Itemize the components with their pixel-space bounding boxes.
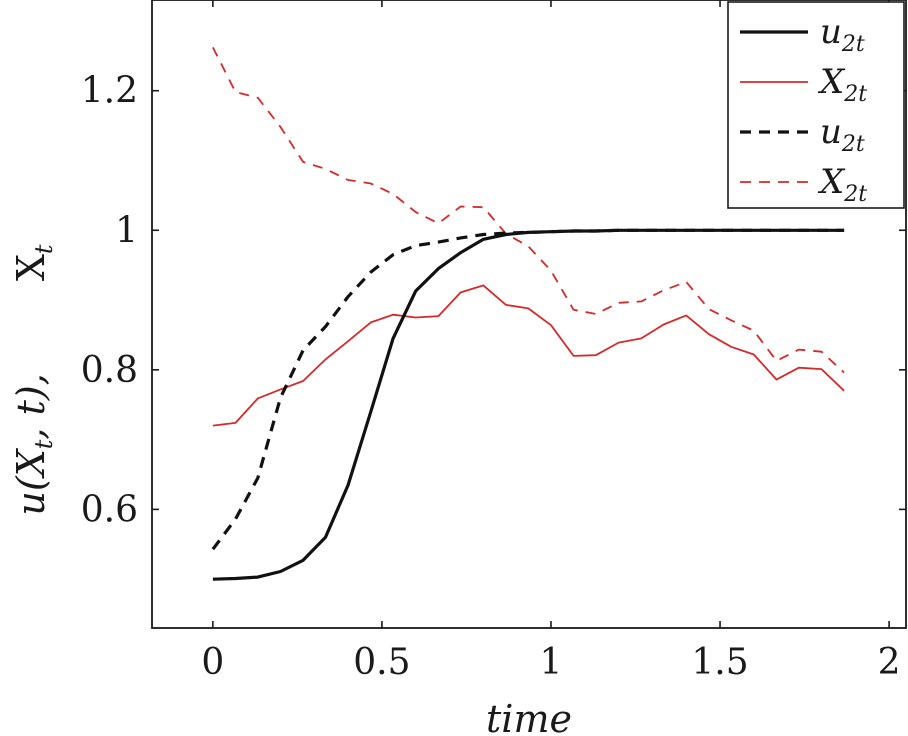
svg-text:u(Xt, t), Xt: u(Xt, t), Xt	[9, 244, 58, 516]
plot-frame	[151, 0, 907, 629]
y-label-part-1: u(X	[9, 447, 53, 515]
y-label-part-5: t	[30, 244, 58, 254]
y-label-part-3: , t),	[9, 373, 53, 439]
x-tick-label-1: 0.5	[353, 642, 410, 683]
series-line-2	[211, 228, 845, 551]
x-tick-label-2: 1	[540, 642, 563, 683]
legend-label-0: u2t	[820, 12, 865, 57]
y-tick-label-3: 1.2	[81, 71, 138, 112]
series-line-0	[212, 228, 845, 581]
y-tick-label-2: 1	[115, 210, 138, 251]
legend: u2t X2t u2t X2t	[727, 1, 905, 209]
legend-label-3: X2t	[817, 162, 867, 207]
legend-label-2: u2t	[820, 112, 865, 157]
series-line-1	[212, 284, 845, 427]
y-axis-label: u(Xt, t), Xt	[9, 244, 58, 516]
tick-group: 0 0.5 1 1.5 2 0.6 0.8 1 1.2	[81, 0, 906, 683]
y-tick-label-1: 0.8	[81, 350, 138, 391]
x-tick-label-4: 2	[878, 642, 901, 683]
x-tick-label-0: 0	[201, 642, 224, 683]
y-tick-label-0: 0.6	[81, 489, 138, 530]
x-tick-label-3: 1.5	[691, 642, 748, 683]
series-line-3	[212, 46, 845, 374]
legend-box	[727, 1, 905, 209]
y-label-part-2: t	[30, 439, 58, 449]
x-axis-label: time	[486, 697, 572, 736]
series-group	[211, 46, 845, 581]
y-label-part-4: X	[9, 254, 53, 281]
legend-label-1: X2t	[817, 62, 867, 107]
